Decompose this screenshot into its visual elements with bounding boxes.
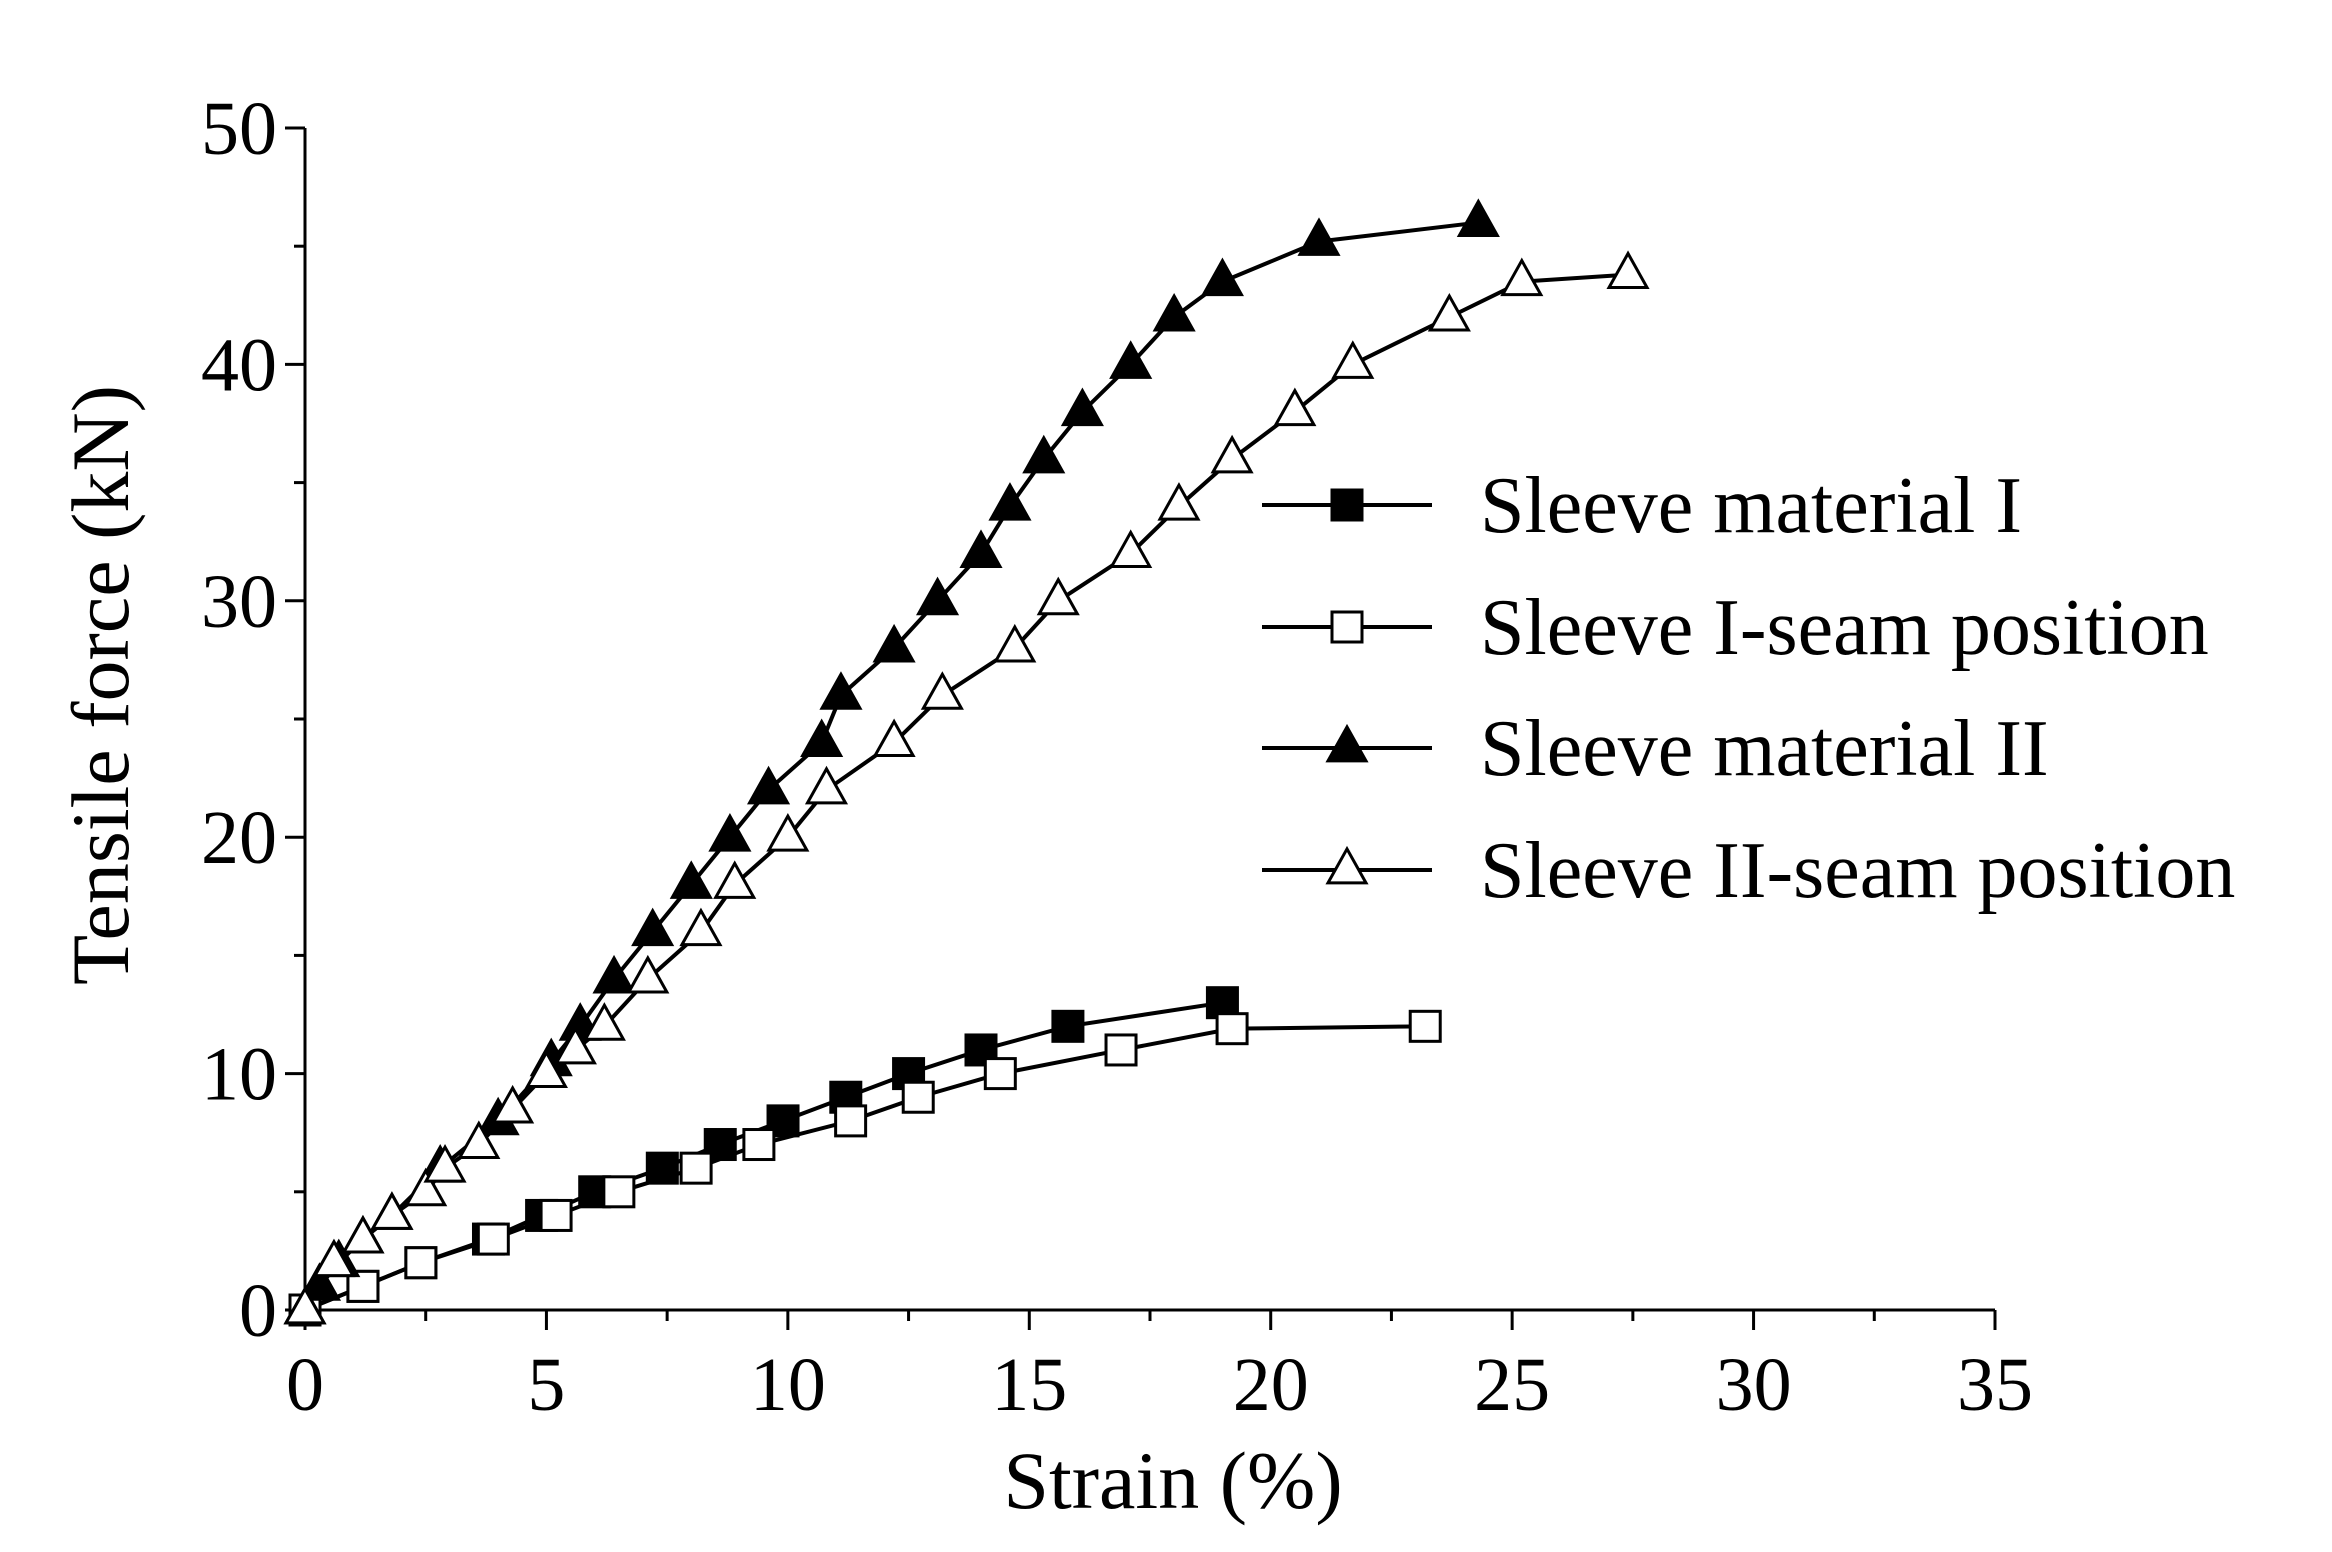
series-line-2	[304, 1024, 1426, 1312]
data-point-series-4	[457, 1120, 501, 1159]
legend-label: Sleeve I-seam position	[1480, 584, 2209, 672]
y-tick-label: 30	[201, 560, 277, 644]
data-point-series-3	[1456, 198, 1500, 237]
data-point-series-4	[1036, 576, 1080, 616]
data-point-series-4	[1157, 482, 1201, 521]
data-point-series-4	[404, 1167, 448, 1207]
data-point-series-3	[1200, 257, 1244, 297]
x-tick-label: 20	[1233, 1343, 1309, 1427]
data-point-series-4	[679, 907, 723, 947]
data-point-series-3	[1297, 217, 1341, 256]
data-point-series-3	[746, 765, 791, 805]
data-point-series-4	[491, 1084, 535, 1124]
data-point-series-2	[1104, 1033, 1138, 1067]
legend-label: Sleeve material I	[1480, 462, 2022, 550]
x-tick-label: 15	[991, 1343, 1067, 1427]
data-point-series-4	[370, 1191, 414, 1230]
data-point-series-2	[901, 1080, 935, 1114]
series-markers	[283, 198, 1650, 1327]
data-point-series-3	[915, 576, 960, 616]
x-tick-label: 30	[1716, 1343, 1792, 1427]
data-point-series-4	[1331, 340, 1375, 379]
x-tick-label: 25	[1474, 1343, 1550, 1427]
data-point-series-2	[539, 1198, 573, 1232]
data-point-series-2	[834, 1104, 868, 1138]
data-point-series-2	[602, 1175, 636, 1209]
data-point-series-4	[582, 1002, 626, 1041]
x-axis-label: Strain (%)	[1003, 1435, 1342, 1526]
data-point-series-2	[1408, 1009, 1442, 1043]
legend-marker	[1330, 488, 1364, 522]
data-point-series-1	[1051, 1009, 1085, 1043]
series-lines	[303, 220, 1629, 1312]
data-point-series-3	[708, 813, 752, 852]
y-tick-label: 10	[201, 1033, 277, 1117]
x-tick-label: 10	[750, 1343, 826, 1427]
data-point-series-2	[742, 1128, 776, 1162]
data-point-series-2	[679, 1151, 713, 1185]
data-point-series-4	[872, 718, 916, 758]
y-tick-label: 0	[239, 1269, 277, 1353]
data-point-series-4	[804, 765, 849, 805]
x-tick-label: 35	[1957, 1343, 2033, 1427]
series-line-4	[303, 272, 1629, 1312]
data-point-series-4	[341, 1214, 385, 1254]
data-point-series-3	[592, 954, 636, 994]
data-point-series-4	[1427, 292, 1471, 332]
data-point-series-4	[312, 1238, 356, 1278]
data-point-series-4	[766, 813, 810, 852]
y-tick-label: 40	[201, 323, 277, 407]
data-point-series-2	[983, 1057, 1017, 1091]
data-point-series-4	[1606, 250, 1650, 289]
data-point-series-3	[1022, 434, 1066, 474]
data-point-series-3	[1109, 340, 1153, 379]
data-point-series-2	[1215, 1012, 1249, 1046]
data-point-series-3	[669, 860, 713, 899]
data-point-series-3	[988, 482, 1032, 521]
data-point-series-3	[631, 907, 675, 947]
data-point-series-3	[819, 671, 863, 710]
data-point-series-3	[800, 718, 844, 758]
data-point-series-3	[1060, 387, 1104, 427]
data-point-series-4	[920, 671, 964, 710]
x-tick-label: 5	[527, 1343, 565, 1427]
y-tick-label: 20	[201, 796, 277, 880]
legend-label: Sleeve II-seam position	[1480, 827, 2235, 915]
data-point-series-3	[872, 623, 916, 663]
data-point-series-4	[524, 1049, 568, 1089]
x-tick-label: 0	[286, 1343, 324, 1427]
legend: Sleeve material I Sleeve I-seam position S…	[1262, 462, 2235, 915]
data-point-series-4	[993, 623, 1037, 663]
legend-marker	[1325, 723, 1369, 763]
data-point-series-3	[959, 529, 1003, 568]
y-tick-label: 50	[201, 87, 277, 171]
legend-label: Sleeve material II	[1480, 705, 2049, 793]
data-point-series-3	[297, 1262, 342, 1301]
data-point-series-4	[1500, 257, 1544, 297]
data-point-series-4	[283, 1285, 327, 1325]
data-point-series-4	[1273, 387, 1317, 427]
data-point-series-1	[645, 1151, 679, 1185]
data-point-series-4	[553, 1025, 597, 1065]
legend-marker	[1325, 845, 1369, 885]
data-point-series-2	[476, 1222, 510, 1256]
data-point-series-4	[1210, 434, 1254, 474]
data-point-series-4	[713, 860, 757, 899]
axes: 0 5 10 15 20 25 30 35 0 10 20 30 40 50	[201, 87, 2033, 1427]
data-point-series-3	[1152, 292, 1196, 332]
data-point-series-2	[404, 1246, 438, 1280]
data-point-series-4	[423, 1144, 467, 1183]
y-axis-label: Tensile force (kN)	[55, 385, 146, 985]
legend-marker	[1330, 610, 1364, 644]
data-point-series-4	[1109, 529, 1153, 568]
data-point-series-4	[626, 954, 670, 994]
